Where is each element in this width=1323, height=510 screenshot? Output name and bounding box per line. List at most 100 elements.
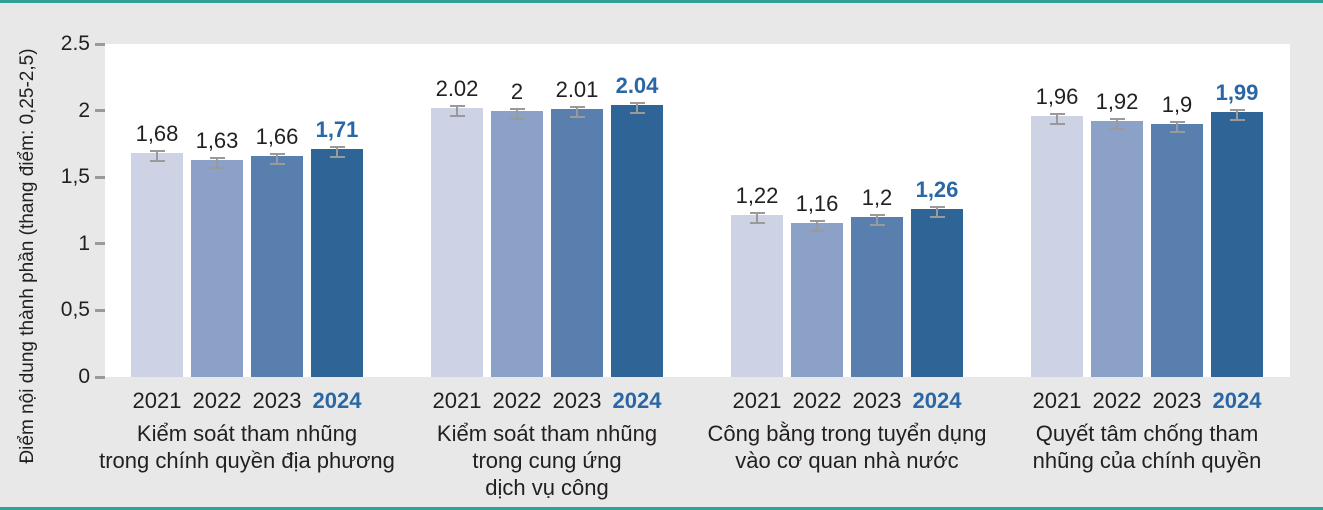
bar-rect-2024	[311, 149, 363, 377]
bar-value-label: 1,26	[915, 177, 959, 203]
bar-cell-2022: 1,92	[1091, 44, 1143, 377]
year-label: 2022	[492, 388, 542, 413]
bar-cell-2021: 2.02	[431, 44, 483, 377]
bar-value-label: 1,22	[735, 182, 779, 208]
bar-cell-2021: 1,96	[1031, 44, 1083, 377]
category-line: nhũng của chính quyền	[1032, 448, 1262, 473]
error-bar	[569, 106, 585, 119]
y-tick-label: 0,5	[60, 298, 90, 322]
y-tick: 2.5	[0, 31, 105, 57]
year-label-2024: 2024	[1212, 388, 1262, 413]
year-label: 2023	[1152, 388, 1202, 413]
bar-group-corruption-local-govt: 1,68 1,63 1,66 1,71	[99, 44, 395, 501]
category-label: Công bằng trong tuyển dụng vào cơ quan n…	[692, 420, 1002, 474]
bar-group-anticorruption-willingness: 1,96 1,92 1,9 1,99	[1031, 44, 1263, 501]
bar-groups: 1,68 1,63 1,66 1,71	[99, 44, 1290, 501]
category-line: trong chính quyền địa phương	[99, 448, 395, 473]
year-label-2024: 2024	[312, 388, 362, 413]
y-tick-label: 2.5	[60, 32, 90, 55]
bar-rect-2021	[1031, 115, 1083, 377]
y-tick: 0	[0, 364, 105, 390]
y-tick: 2	[0, 98, 105, 124]
bar-rect-2024	[911, 209, 963, 377]
bar-value-label: 1,66	[255, 123, 299, 149]
bar-rect-2021	[431, 107, 483, 377]
error-bar	[509, 107, 525, 120]
y-tick-mark	[95, 375, 105, 379]
bar-value-label: 1,68	[135, 121, 179, 147]
bars: 2.02 2 2.01 2.04	[431, 44, 663, 377]
bar-value-label: 1,16	[795, 190, 839, 216]
year-label: 2023	[252, 388, 302, 413]
category-label: Quyết tâm chống tham nhũng của chính quy…	[992, 420, 1302, 474]
chart-region: 1,68 1,63 1,66 1,71	[99, 44, 1290, 510]
bar-rect-2022	[191, 159, 243, 377]
error-bar	[149, 150, 165, 163]
bar-value-label: 1,96	[1035, 83, 1079, 109]
year-label: 2022	[1092, 388, 1142, 413]
bars: 1,68 1,63 1,66 1,71	[131, 44, 363, 377]
y-tick-label: 2	[78, 98, 90, 122]
year-label-2024: 2024	[612, 388, 662, 413]
error-bar	[1109, 118, 1125, 131]
year-label-2024: 2024	[912, 388, 962, 413]
bar-group-corruption-public-services: 2.02 2 2.01 2.04	[431, 44, 663, 501]
error-bar	[269, 152, 285, 165]
bar-cell-2022: 1,16	[791, 44, 843, 377]
error-bar	[929, 206, 945, 219]
x-axis-years: 2021 2022 2023 2024	[431, 388, 663, 414]
category-label: Kiểm soát tham nhũng trong cung ứng dịch…	[392, 420, 702, 501]
category-line: Kiểm soát tham nhũng	[136, 421, 358, 446]
bar-value-label: 2.01	[555, 77, 599, 103]
year-label: 2022	[192, 388, 242, 413]
y-tick: 1,5	[0, 164, 105, 190]
bar-rect-2022	[491, 110, 543, 377]
bar-rect-2022	[1091, 121, 1143, 377]
bar-cell-2023: 1,2	[851, 44, 903, 377]
year-label: 2023	[852, 388, 902, 413]
bar-value-label: 2.04	[615, 73, 659, 99]
year-label: 2023	[552, 388, 602, 413]
error-bar	[629, 102, 645, 115]
bar-value-label: 1,2	[861, 185, 893, 211]
bar-cell-2023: 1,66	[251, 44, 303, 377]
bar-value-label: 1,63	[195, 127, 239, 153]
year-label: 2021	[132, 388, 182, 413]
bars: 1,96 1,92 1,9 1,99	[1031, 44, 1263, 377]
category-label: Kiểm soát tham nhũng trong chính quyền đ…	[92, 420, 402, 474]
y-tick-label: 0	[78, 365, 90, 388]
bar-rect-2023	[251, 155, 303, 377]
category-line: Kiểm soát tham nhũng	[436, 421, 658, 446]
y-tick-mark	[95, 308, 105, 312]
bar-cell-2021: 1,68	[131, 44, 183, 377]
bar-cell-2024: 1,71	[311, 44, 363, 377]
x-axis-years: 2021 2022 2023 2024	[731, 388, 963, 414]
y-tick: 0,5	[0, 297, 105, 323]
error-bar	[809, 219, 825, 232]
y-tick-label: 1	[78, 231, 90, 255]
bar-value-label: 2	[510, 78, 524, 104]
x-axis-years: 2021 2022 2023 2024	[131, 388, 363, 414]
bar-cell-2021: 1,22	[731, 44, 783, 377]
x-axis-years: 2021 2022 2023 2024	[1031, 388, 1263, 414]
error-bar	[1169, 120, 1185, 133]
y-tick-mark	[95, 175, 105, 179]
y-tick: 1	[0, 231, 105, 257]
y-tick-label: 1,5	[60, 165, 90, 189]
bars: 1,22 1,16 1,2 1,26	[731, 44, 963, 377]
bar-value-label: 1,71	[315, 117, 359, 143]
y-tick-mark	[95, 42, 105, 46]
top-accent-rule	[0, 0, 1323, 3]
category-line: Quyết tâm chống tham	[1035, 421, 1259, 446]
bar-cell-2024: 2.04	[611, 44, 663, 377]
year-label: 2021	[1032, 388, 1082, 413]
error-bar	[449, 104, 465, 117]
bar-group-fairness-state-employment: 1,22 1,16 1,2 1,26	[708, 44, 987, 501]
bar-cell-2023: 2.01	[551, 44, 603, 377]
bar-rect-2023	[551, 109, 603, 377]
category-line: trong cung ứng	[472, 448, 622, 473]
bar-rect-2022	[791, 222, 843, 377]
bar-value-label: 2.02	[435, 75, 479, 101]
error-bar	[749, 211, 765, 224]
error-bar	[869, 214, 885, 227]
